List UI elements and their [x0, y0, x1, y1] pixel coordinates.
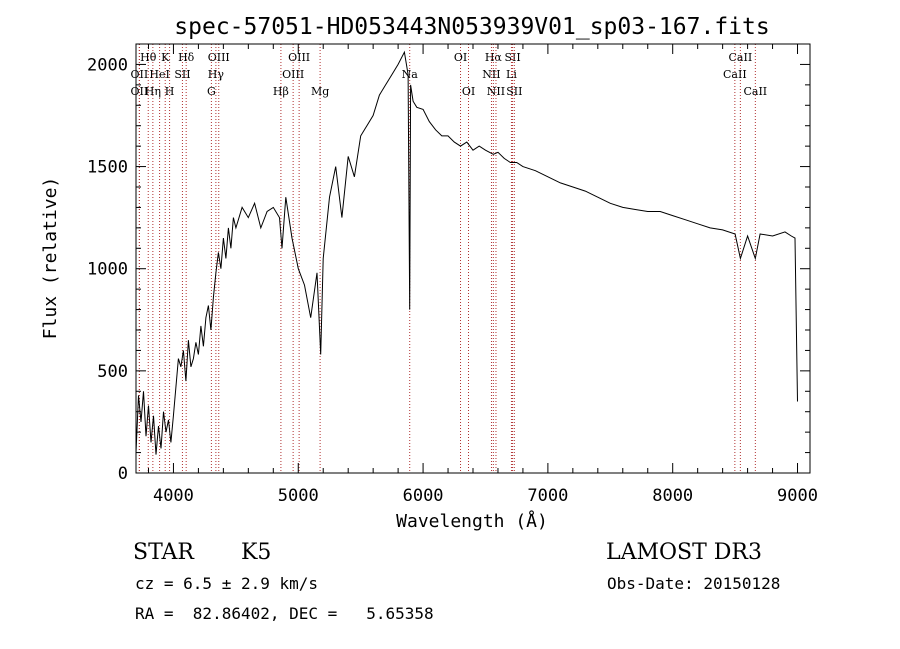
y-tick-label: 500	[97, 362, 128, 382]
marker-label: Hγ	[208, 68, 225, 81]
marker-label: Mg	[311, 85, 329, 98]
marker-label: K	[161, 51, 170, 64]
y-tick-label: 0	[118, 464, 128, 484]
marker-label: Hη	[145, 85, 161, 98]
redshift-text: cz = 6.5 ± 2.9 km/s	[135, 574, 319, 593]
y-axis-label: Flux (relative)	[40, 177, 61, 340]
chart-title: spec-57051-HD053443N053939V01_sp03-167.f…	[174, 14, 769, 40]
x-tick-label: 9000	[777, 486, 818, 506]
x-tick-label: 5000	[278, 486, 319, 506]
marker-label: Hδ	[178, 51, 195, 64]
marker-label: OII	[131, 85, 149, 98]
subclass: K5	[241, 540, 272, 565]
survey-name: LAMOST DR3	[606, 540, 762, 565]
marker-label: SII	[174, 68, 190, 81]
marker-label: Li	[506, 68, 517, 81]
spectrum-line	[135, 50, 798, 455]
x-axis: 4000 5000 6000 7000 8000 9000	[147, 44, 818, 506]
x-tick-label: 7000	[527, 486, 568, 506]
marker-label: OI	[462, 85, 475, 98]
x-tick-label: 4000	[153, 486, 194, 506]
coordinates: RA = 82.86402, DEC = 5.65358	[135, 604, 434, 623]
y-tick-label: 2000	[87, 55, 128, 75]
marker-label: SII	[506, 85, 522, 98]
x-tick-label: 6000	[403, 486, 444, 506]
marker-label: OIII	[282, 68, 304, 81]
marker-label: Na	[402, 68, 419, 81]
y-axis: 0 500 1000 1500 2000	[87, 55, 810, 484]
marker-label: CaII	[729, 51, 753, 64]
x-tick-label: 8000	[652, 486, 693, 506]
marker-label: G	[207, 85, 216, 98]
y-tick-label: 1500	[87, 158, 128, 178]
marker-label: CaII	[723, 68, 747, 81]
marker-label: OIII	[288, 51, 310, 64]
marker-label: Hβ	[273, 85, 289, 98]
marker-label: CaII	[743, 85, 767, 98]
y-tick-label: 1000	[87, 260, 128, 280]
marker-label: NII	[482, 68, 500, 81]
marker-label: Hα	[485, 51, 503, 64]
marker-label: OI	[454, 51, 467, 64]
x-axis-label: Wavelength (Å)	[396, 510, 548, 532]
marker-label: OIII	[208, 51, 230, 64]
spectrum-series	[135, 50, 798, 455]
object-class: STAR	[133, 540, 194, 565]
marker-label: SII	[504, 51, 520, 64]
marker-label: Hθ	[140, 51, 157, 64]
marker-label: HeI	[149, 68, 169, 81]
obs-date: Obs-Date: 20150128	[607, 574, 781, 593]
marker-label: NII	[487, 85, 505, 98]
marker-label: H	[165, 85, 175, 98]
plot-frame	[135, 43, 811, 474]
